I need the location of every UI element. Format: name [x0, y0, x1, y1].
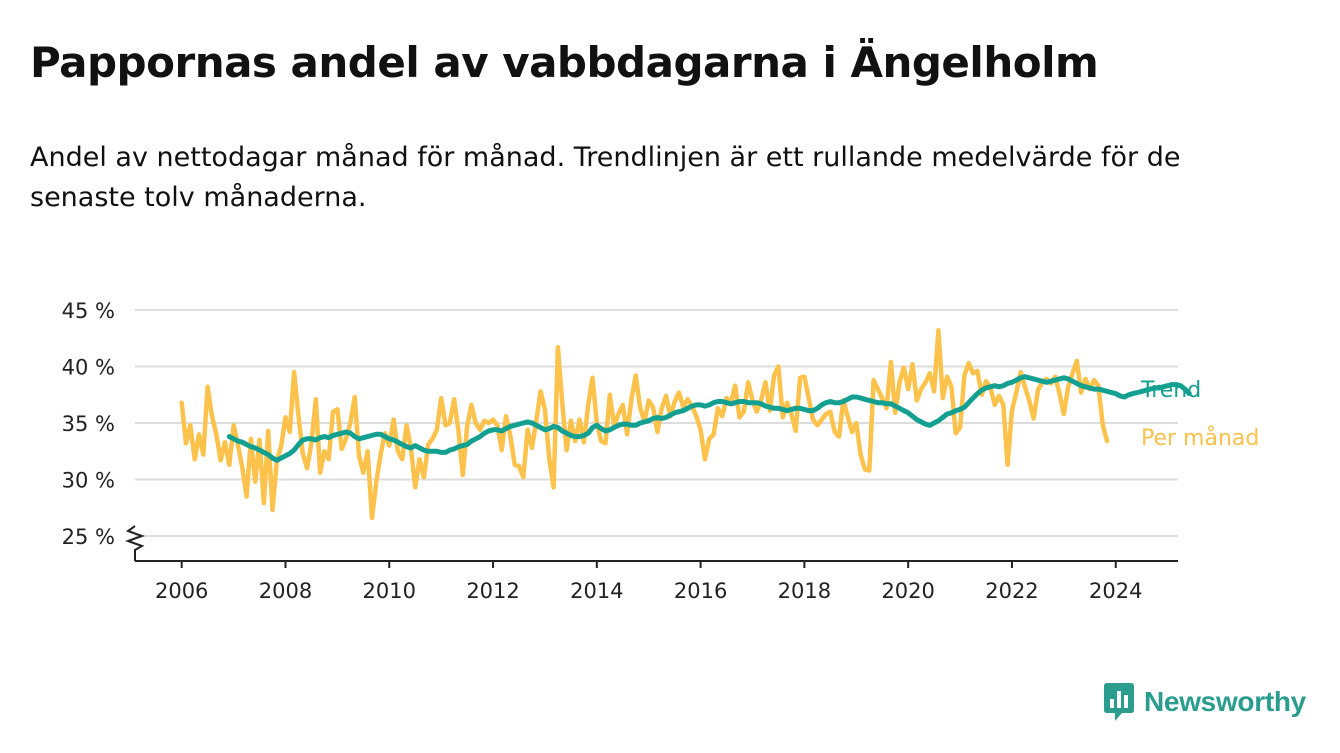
- y-axis: 25 % 30 % 35 % 40 % 45 %: [62, 299, 145, 561]
- y-tick-label: 45 %: [62, 299, 115, 323]
- x-tick-label: 2016: [674, 579, 727, 603]
- y-tick-label: 25 %: [62, 525, 115, 549]
- y-axis-break-icon: [125, 525, 145, 561]
- x-tick-label: 2014: [570, 579, 623, 603]
- x-tick-label: 2006: [155, 579, 208, 603]
- x-tick-label: 2024: [1089, 579, 1142, 603]
- trend-label: Trend: [1140, 378, 1201, 403]
- chart-title: Pappornas andel av vabbdagarna i Ängelho…: [30, 38, 1099, 87]
- x-tick-label: 2020: [881, 579, 934, 603]
- newsworthy-logo-icon: [1104, 683, 1134, 721]
- monthly-label: Per månad: [1141, 425, 1259, 451]
- y-tick-label: 30 %: [62, 469, 115, 493]
- series-labels: Trend Per månad: [1140, 378, 1259, 451]
- y-tick-label: 35 %: [62, 412, 115, 436]
- x-tick-label: 2012: [466, 579, 519, 603]
- brand-name: Newsworthy: [1144, 686, 1306, 717]
- chart-subtitle: Andel av nettodagar månad för månad. Tre…: [30, 142, 1181, 213]
- y-tick-label: 40 %: [62, 356, 115, 380]
- trend-line: [226, 374, 1192, 463]
- x-axis: 2006 2008 2010 2012 2014 2016 2018 2020 2022 2024: [135, 560, 1178, 603]
- x-tick-label: 2018: [778, 579, 831, 603]
- x-tick-label: 2008: [259, 579, 312, 603]
- newsworthy-brand: Newsworthy: [1102, 681, 1306, 723]
- series-lines: [179, 328, 1192, 521]
- x-tick-label: 2022: [985, 579, 1038, 603]
- x-tick-label: 2010: [363, 579, 416, 603]
